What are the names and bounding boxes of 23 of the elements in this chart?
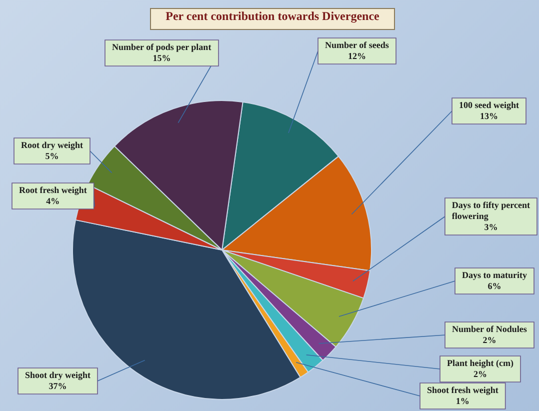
slice-label: Days to maturity — [462, 270, 528, 280]
slice-label: Root fresh weight — [19, 184, 87, 195]
slice-label: Shoot dry weight — [25, 370, 91, 380]
data-label: 4% — [46, 196, 60, 206]
data-label: 13% — [480, 110, 498, 121]
data-label: 2% — [473, 368, 487, 379]
data-label: 37% — [48, 380, 67, 391]
data-label: 3% — [484, 222, 498, 232]
data-label: 6% — [488, 280, 502, 291]
data-label: 15% — [152, 52, 171, 63]
data-label: 12% — [348, 50, 366, 61]
slice-label: Number of pods per plant — [112, 42, 212, 52]
data-label: 1% — [456, 396, 470, 406]
chart-title: Per cent contribution towards Divergence — [150, 8, 395, 30]
slice-label: Plant height (cm) — [447, 358, 514, 368]
slice-label: Shoot fresh weight — [427, 384, 498, 395]
slice-label: Root dry weight — [21, 140, 83, 150]
slice-label: Number of Nodules — [452, 324, 528, 334]
data-label: 2% — [482, 334, 496, 345]
slice-label: 100 seed weight — [459, 100, 519, 110]
slice-label: Days to fifty percent flowering — [452, 200, 530, 221]
data-label: 5% — [45, 150, 59, 161]
slice-label: Number of seeds — [325, 40, 390, 50]
